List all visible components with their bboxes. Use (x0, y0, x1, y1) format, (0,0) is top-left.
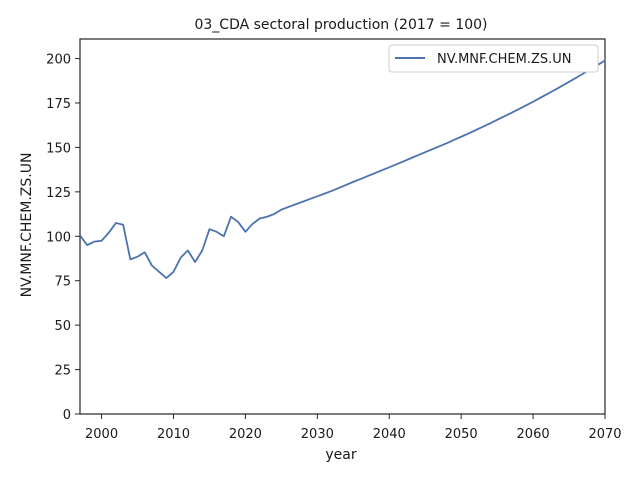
y-tick-label: 175 (46, 97, 71, 112)
chart-title: 03_CDA sectoral production (2017 = 100) (194, 17, 487, 33)
x-tick-label: 2050 (445, 427, 478, 442)
legend-label: NV.MNF.CHEM.ZS.UN (437, 52, 571, 67)
y-tick-label: 25 (54, 364, 71, 379)
x-axis-label: year (325, 447, 356, 463)
y-tick-label: 125 (46, 186, 71, 201)
x-tick-label: 2010 (157, 427, 190, 442)
x-tick-label: 2060 (517, 427, 550, 442)
plot-frame (79, 38, 606, 415)
x-tick-label: 2040 (373, 427, 406, 442)
series-line (79, 59, 606, 279)
x-tick-label: 2020 (229, 427, 262, 442)
legend: NV.MNF.CHEM.ZS.UN (388, 44, 599, 73)
x-tick-label: 2000 (85, 427, 118, 442)
y-tick-label: 50 (54, 319, 71, 334)
y-axis: 0 25 50 75 100 125 150 175 200 (46, 53, 80, 423)
y-tick-label: 200 (46, 53, 71, 68)
x-axis: 2000 2010 2020 2030 2040 2050 2060 2070 (85, 414, 622, 442)
plot-area (79, 38, 606, 415)
y-tick-label: 0 (63, 408, 71, 423)
y-tick-label: 75 (54, 275, 71, 290)
y-axis-label: NV.MNF.CHEM.ZS.UN (19, 153, 35, 298)
x-tick-label: 2070 (588, 427, 621, 442)
y-tick-label: 150 (46, 141, 71, 156)
legend-box (388, 44, 599, 73)
x-tick-label: 2030 (301, 427, 334, 442)
y-tick-label: 100 (46, 230, 71, 245)
